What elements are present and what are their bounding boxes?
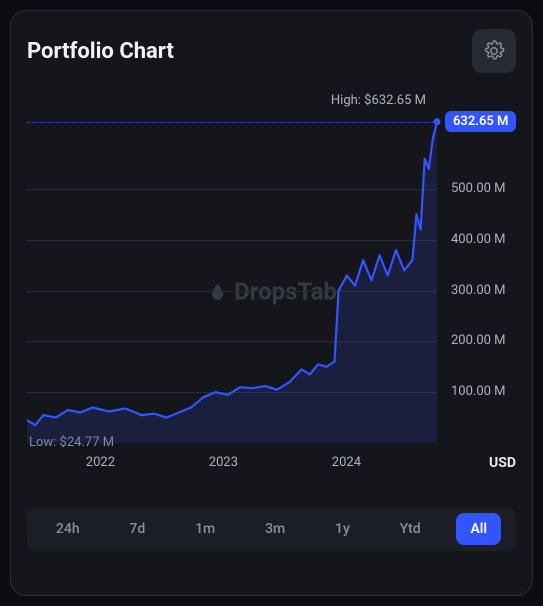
portfolio-chart-card: Portfolio Chart High: $632.65 M DropsTab… bbox=[10, 10, 533, 596]
card-header: Portfolio Chart bbox=[27, 29, 516, 73]
x-axis-tick: 2024 bbox=[332, 455, 361, 470]
y-axis-tick: 400.00 M bbox=[451, 232, 506, 247]
timeframe-24h[interactable]: 24h bbox=[42, 513, 94, 545]
gear-icon bbox=[483, 40, 505, 62]
line-chart-svg bbox=[27, 93, 447, 447]
timeframe-7d[interactable]: 7d bbox=[115, 513, 159, 545]
current-value-badge: 632.65 M bbox=[445, 111, 516, 132]
x-axis-tick: 2023 bbox=[209, 455, 238, 470]
y-axis-tick: 100.00 M bbox=[451, 384, 506, 399]
y-axis-tick: 300.00 M bbox=[451, 283, 506, 298]
chart-area: High: $632.65 M DropsTab 100.00 M200.00 … bbox=[27, 93, 516, 493]
timeframe-ytd[interactable]: Ytd bbox=[386, 513, 435, 545]
timeframe-1y[interactable]: 1y bbox=[321, 513, 364, 545]
y-axis-tick: 500.00 M bbox=[451, 181, 506, 196]
timeframe-1m[interactable]: 1m bbox=[181, 513, 229, 545]
timeframe-selector: 24h 7d 1m 3m 1y Ytd All bbox=[27, 507, 516, 551]
settings-button[interactable] bbox=[472, 29, 516, 73]
timeframe-all[interactable]: All bbox=[456, 513, 501, 545]
timeframe-3m[interactable]: 3m bbox=[251, 513, 299, 545]
y-axis-tick: 200.00 M bbox=[451, 333, 506, 348]
currency-label: USD bbox=[489, 455, 516, 471]
card-title: Portfolio Chart bbox=[27, 39, 174, 64]
